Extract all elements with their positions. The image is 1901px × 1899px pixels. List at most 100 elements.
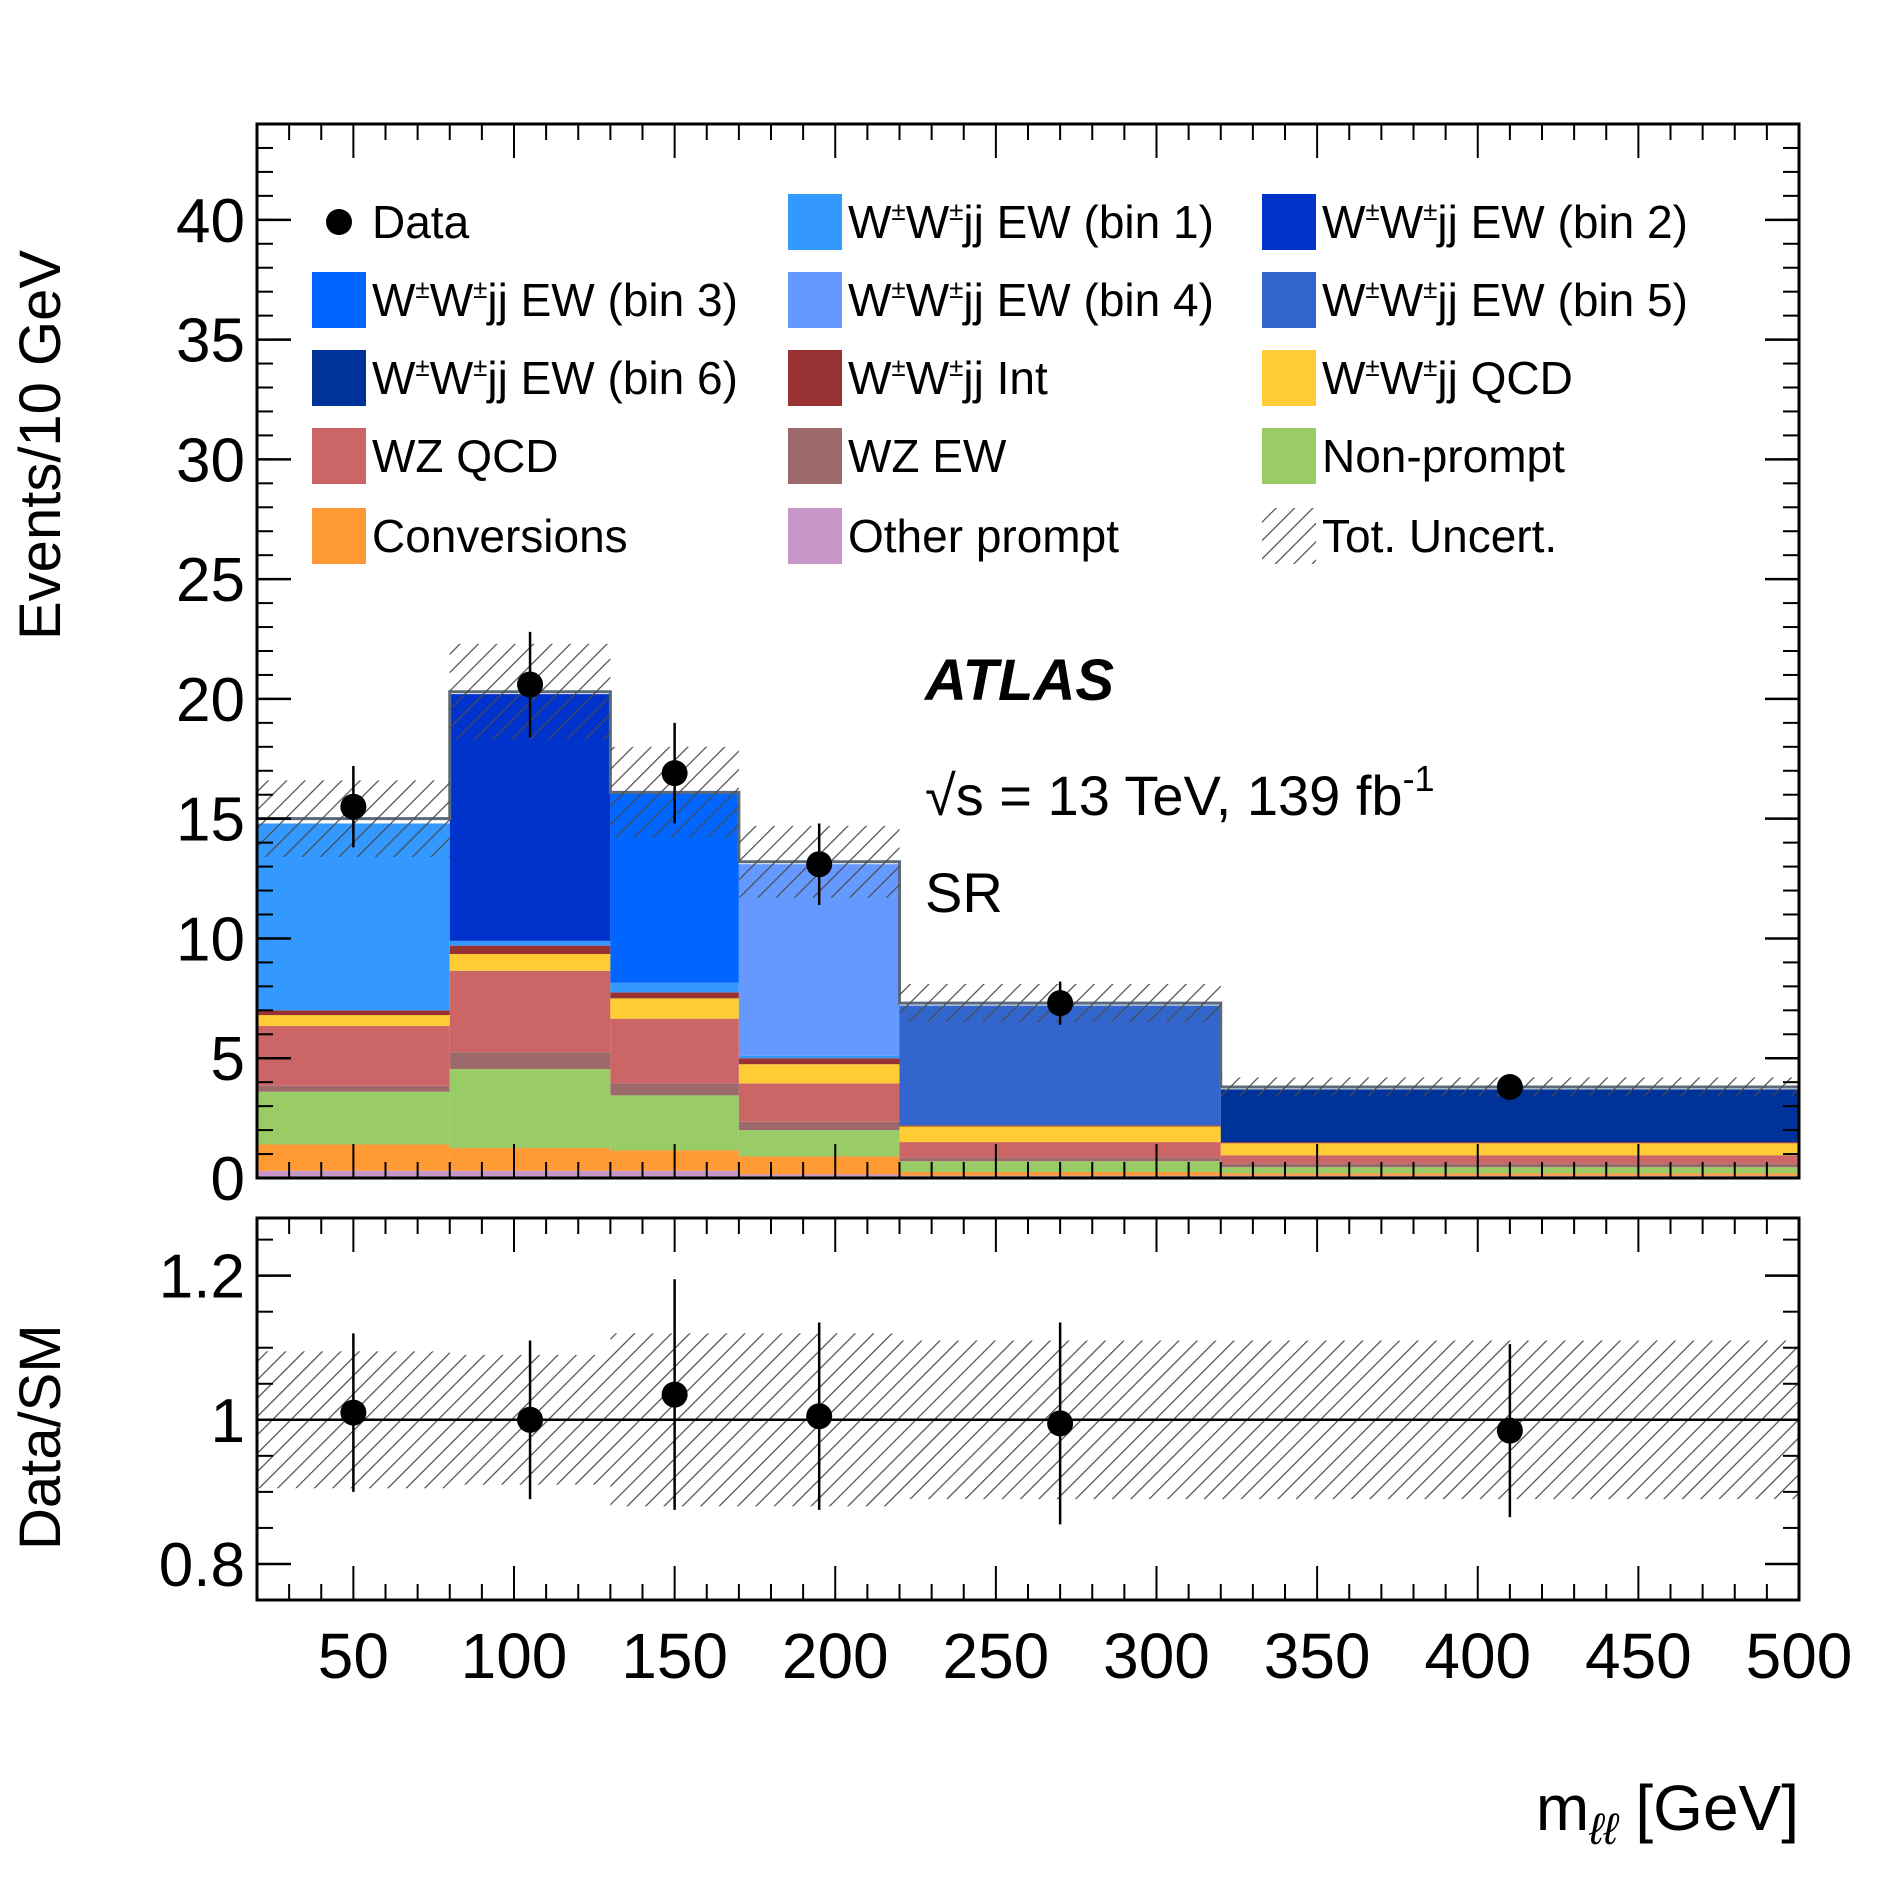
x-tick-label: 100 bbox=[461, 1620, 568, 1692]
legend-swatch-w-w-jj-ew-bin-2- bbox=[1262, 194, 1316, 250]
stack-bar-wz-qcd-bin-5 bbox=[899, 1142, 1221, 1158]
x-tick-label: 50 bbox=[318, 1620, 389, 1692]
stack-bar-wz-qcd-bin-1 bbox=[257, 1025, 450, 1086]
data-point-4 bbox=[806, 851, 833, 878]
main-y-axis-label: Events/10 GeV bbox=[8, 250, 73, 640]
ratio-point-5 bbox=[1047, 1410, 1074, 1437]
legend-label-tot-uncert-: Tot. Uncert. bbox=[1322, 510, 1558, 562]
legend-text-non-prompt: Non-prompt bbox=[1322, 430, 1565, 482]
legend-label-other-prompt: Other prompt bbox=[848, 510, 1119, 562]
stack-bar-w-w-jj-int-bin-6 bbox=[1220, 1142, 1799, 1144]
legend-marker-data bbox=[326, 209, 352, 235]
ratio-y-tick-label: 0.8 bbox=[159, 1531, 245, 1600]
x-axis-label-sub: ℓℓ bbox=[1588, 1805, 1619, 1854]
x-tick-label: 200 bbox=[782, 1620, 889, 1692]
legend-text-conversions: Conversions bbox=[372, 510, 628, 562]
stack-bar-wz-qcd-bin-3 bbox=[610, 1018, 739, 1084]
region-label: SR bbox=[925, 861, 1003, 924]
x-tick-label: 500 bbox=[1746, 1620, 1853, 1692]
stack-bar-wz-ew-bin-4 bbox=[738, 1121, 900, 1131]
atlas-label: ATLAS bbox=[923, 648, 1114, 713]
stack-bar-other-prompt-bin-4 bbox=[738, 1174, 900, 1178]
ratio-y-axis-label: Data/SM bbox=[8, 1324, 73, 1550]
legend-swatch-non-prompt bbox=[1262, 428, 1316, 484]
legend-text-w-w-jj-ew-bin-4-: W±W±jj EW (bin 4) bbox=[848, 274, 1214, 326]
x-axis-label-main: m bbox=[1536, 1772, 1589, 1844]
legend-text-data: Data bbox=[372, 196, 470, 248]
legend-text-w-w-jj-int: W±W±jj Int bbox=[848, 352, 1048, 404]
main-y-tick-label: 40 bbox=[176, 187, 245, 256]
legend-label-w-w-jj-ew-bin-3-: W±W±jj EW (bin 3) bbox=[372, 274, 738, 326]
stack-bar-wz-ew-bin-3 bbox=[610, 1083, 739, 1096]
legend-swatch-w-w-jj-ew-bin-4- bbox=[788, 272, 842, 328]
stack-bar-wz-ew-bin-5 bbox=[899, 1157, 1221, 1162]
energy-lumi-text: √s = 13 TeV, 139 fb bbox=[925, 764, 1403, 827]
data-point-2 bbox=[517, 671, 544, 698]
main-y-tick-label: 25 bbox=[176, 546, 245, 615]
ratio-point-2 bbox=[517, 1406, 544, 1433]
stack-bar-w-w-jj-ew-bin-5--bin-5 bbox=[899, 1005, 1221, 1126]
legend-text-w-w-jj-ew-bin-2-: W±W±jj EW (bin 2) bbox=[1322, 196, 1688, 248]
legend-text-w-w-jj-ew-bin-3-: W±W±jj EW (bin 3) bbox=[372, 274, 738, 326]
main-y-tick-label: 30 bbox=[176, 426, 245, 495]
stack-bar-non-prompt-bin-3 bbox=[610, 1095, 739, 1151]
x-tick-label: 250 bbox=[942, 1620, 1049, 1692]
legend-swatch-other-prompt bbox=[788, 508, 842, 564]
data-point-5 bbox=[1047, 990, 1074, 1017]
stack-bar-w-w-jj-qcd-bin-5 bbox=[899, 1126, 1221, 1143]
main-data-points bbox=[340, 631, 1523, 1100]
data-point-3 bbox=[661, 760, 688, 787]
ratio-point-1 bbox=[340, 1399, 367, 1426]
ratio-data-points bbox=[340, 1279, 1523, 1525]
legend-swatch-w-w-jj-int bbox=[788, 350, 842, 406]
legend-label-wz-qcd: WZ QCD bbox=[372, 430, 559, 482]
legend-text-w-w-jj-ew-bin-6-: W±W±jj EW (bin 6) bbox=[372, 352, 738, 404]
ratio-point-4 bbox=[806, 1403, 833, 1430]
stack-bar-w-w-jj-ew-bin-1--bin-2 bbox=[449, 940, 611, 946]
stack-bar-conversions-bin-2 bbox=[449, 1148, 611, 1171]
energy-lumi-label: √s = 13 TeV, 139 fb-1 bbox=[925, 758, 1435, 827]
x-tick-label: 300 bbox=[1103, 1620, 1210, 1692]
main-y-tick-label: 0 bbox=[211, 1145, 245, 1214]
legend-label-w-w-jj-qcd: W±W±jj QCD bbox=[1322, 352, 1573, 404]
stack-bar-w-w-jj-qcd-bin-2 bbox=[449, 954, 611, 971]
main-y-tick-label: 5 bbox=[211, 1025, 245, 1094]
data-point-6 bbox=[1496, 1073, 1523, 1100]
stack-bar-w-w-jj-qcd-bin-6 bbox=[1220, 1143, 1799, 1156]
legend-text-w-w-jj-ew-bin-5-: W±W±jj EW (bin 5) bbox=[1322, 274, 1688, 326]
ratio-point-6 bbox=[1496, 1417, 1523, 1444]
main-y-tick-label: 10 bbox=[176, 905, 245, 974]
stack-bar-w-w-jj-qcd-bin-4 bbox=[738, 1064, 900, 1084]
x-tick-label: 450 bbox=[1585, 1620, 1692, 1692]
legend-label-w-w-jj-ew-bin-1-: W±W±jj EW (bin 1) bbox=[848, 196, 1214, 248]
lumi-exponent: -1 bbox=[1403, 758, 1435, 799]
stack-bar-w-w-jj-qcd-bin-3 bbox=[610, 998, 739, 1019]
stack-bar-conversions-bin-4 bbox=[738, 1156, 900, 1175]
legend-swatch-wz-qcd bbox=[312, 428, 366, 484]
legend-text-w-w-jj-ew-bin-1-: W±W±jj EW (bin 1) bbox=[848, 196, 1214, 248]
x-axis-label-unit: [GeV] bbox=[1618, 1772, 1799, 1844]
stack-bar-w-w-jj-int-bin-3 bbox=[610, 992, 739, 999]
stack-bar-w-w-jj-int-bin-4 bbox=[738, 1058, 900, 1065]
stack-bar-wz-ew-bin-2 bbox=[449, 1052, 611, 1070]
legend-text-wz-qcd: WZ QCD bbox=[372, 430, 559, 482]
ratio-point-3 bbox=[661, 1381, 688, 1408]
legend-label-w-w-jj-ew-bin-4-: W±W±jj EW (bin 4) bbox=[848, 274, 1214, 326]
ratio-axes: 0.8 1 1.2 50 100 150 200 250 300 350 400 450 500 bbox=[159, 1216, 1853, 1692]
legend-label-w-w-jj-ew-bin-5-: W±W±jj EW (bin 5) bbox=[1322, 274, 1688, 326]
stack-bar-wz-ew-bin-1 bbox=[257, 1085, 450, 1092]
legend-swatch-w-w-jj-ew-bin-6- bbox=[312, 350, 366, 406]
legend-label-w-w-jj-int: W±W±jj Int bbox=[848, 352, 1048, 404]
legend-swatch-uncertainty bbox=[1262, 508, 1316, 564]
legend-text-tot-uncert-: Tot. Uncert. bbox=[1322, 510, 1558, 562]
legend-swatch-w-w-jj-ew-bin-3- bbox=[312, 272, 366, 328]
legend-text-w-w-jj-qcd: W±W±jj QCD bbox=[1322, 352, 1573, 404]
ratio-y-tick-label: 1.2 bbox=[159, 1243, 245, 1312]
stack-bar-w-w-jj-ew-bin-1--bin-4 bbox=[738, 1055, 900, 1059]
stack-bar-w-w-jj-int-bin-1 bbox=[257, 1010, 450, 1016]
main-y-tick-label: 20 bbox=[176, 666, 245, 735]
x-tick-label: 150 bbox=[621, 1620, 728, 1692]
legend-label-w-w-jj-ew-bin-6-: W±W±jj EW (bin 6) bbox=[372, 352, 738, 404]
stack-bar-w-w-jj-int-bin-5 bbox=[899, 1125, 1221, 1127]
